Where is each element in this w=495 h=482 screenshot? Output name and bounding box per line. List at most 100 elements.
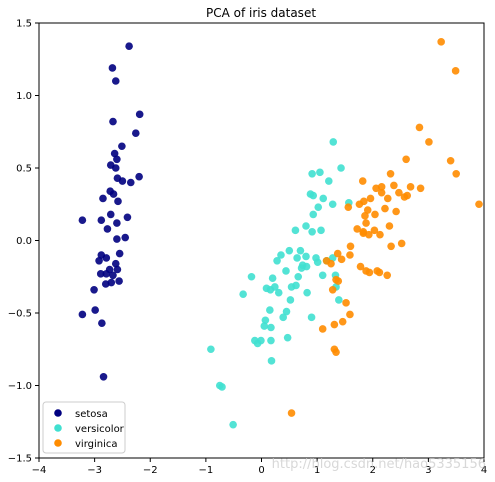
point-setosa (115, 277, 123, 285)
x-tick-label: −1 (199, 465, 214, 476)
point-versicolor (286, 296, 295, 304)
point-versicolor (268, 274, 277, 283)
point-versicolor (274, 288, 283, 297)
chart-title: PCA of iris dataset (206, 6, 316, 20)
point-virginica (377, 183, 386, 191)
point-setosa (113, 219, 121, 227)
point-virginica (356, 262, 365, 271)
point-virginica (446, 156, 455, 165)
point-virginica (365, 230, 373, 239)
point-versicolor (294, 272, 303, 281)
point-versicolor (328, 254, 337, 262)
point-virginica (330, 320, 339, 329)
point-versicolor (319, 194, 328, 203)
point-setosa (96, 270, 105, 278)
point-virginica (400, 193, 409, 201)
legend-label-versicolor: versicolor (75, 424, 125, 435)
point-virginica (386, 170, 395, 178)
point-setosa (114, 197, 122, 206)
point-virginica (390, 181, 398, 190)
point-versicolor (239, 290, 247, 298)
point-versicolor (285, 246, 294, 255)
legend-label-virginica: virginica (75, 439, 118, 450)
point-versicolor (267, 336, 275, 345)
point-virginica (334, 277, 343, 285)
point-setosa (99, 373, 108, 381)
point-setosa (102, 270, 111, 278)
point-setosa (115, 249, 124, 258)
point-virginica (451, 67, 460, 75)
point-versicolor (218, 383, 226, 391)
x-tick-label: 1 (314, 465, 320, 476)
point-virginica (475, 200, 483, 209)
y-tick-label: −1.5 (8, 454, 32, 465)
point-versicolor (309, 191, 318, 200)
point-setosa (135, 110, 144, 119)
point-versicolor (293, 254, 301, 262)
point-virginica (452, 170, 460, 178)
legend: setosa versicolor virginica (42, 401, 126, 454)
watermark: http://blog.csdn.net/hao5335156 (272, 457, 486, 472)
plot-frame (38, 22, 485, 459)
point-virginica (376, 230, 384, 239)
point-setosa (125, 42, 133, 50)
x-tick-label: 2 (370, 465, 376, 476)
point-setosa (113, 265, 122, 274)
y-tick-label: −1.0 (8, 381, 32, 392)
legend-box (42, 401, 126, 454)
x-axis: −4 −3 −2 −1 0 1 2 3 4 (32, 458, 487, 476)
point-virginica (377, 188, 386, 197)
point-virginica (355, 200, 364, 209)
point-virginica (346, 242, 355, 251)
y-tick-label: 0.5 (16, 164, 32, 175)
point-virginica (333, 249, 342, 258)
point-virginica (338, 317, 347, 326)
point-setosa (91, 306, 99, 314)
point-setosa (118, 142, 126, 151)
point-setosa (95, 257, 103, 265)
point-virginica (318, 325, 327, 333)
point-versicolor (282, 307, 291, 316)
point-virginica (375, 268, 384, 277)
point-versicolor (307, 313, 316, 322)
legend-marker-setosa (54, 409, 62, 417)
point-setosa (107, 278, 116, 287)
point-virginica (366, 194, 375, 203)
point-virginica (416, 184, 425, 193)
point-virginica (327, 259, 335, 268)
point-versicolor (309, 210, 318, 219)
point-virginica (402, 155, 410, 164)
point-setosa (121, 233, 130, 242)
point-virginica (363, 206, 372, 214)
point-virginica (425, 138, 433, 146)
point-setosa (113, 235, 121, 243)
point-versicolor (313, 258, 322, 267)
point-versicolor (266, 286, 275, 294)
x-tick-label: 3 (425, 465, 431, 476)
point-virginica (344, 203, 353, 211)
point-versicolor (292, 281, 300, 290)
point-setosa (102, 254, 111, 262)
series-virginica (287, 38, 483, 417)
point-versicolor (328, 200, 337, 209)
point-virginica (328, 286, 337, 294)
point-versicolor (260, 322, 269, 330)
y-tick-label: 0.0 (16, 236, 32, 247)
point-setosa (97, 216, 106, 224)
point-virginica (342, 299, 350, 307)
x-tick-label: −4 (32, 465, 47, 476)
point-virginica (385, 222, 394, 230)
point-versicolor (325, 177, 333, 185)
point-virginica (383, 194, 392, 203)
point-setosa (78, 216, 87, 224)
points-layer (78, 38, 483, 429)
point-versicolor (318, 271, 327, 280)
point-versicolor (267, 357, 276, 365)
point-versicolor (296, 246, 305, 255)
point-virginica (395, 188, 403, 197)
point-setosa (123, 213, 132, 222)
point-virginica (346, 310, 354, 319)
point-setosa (111, 77, 120, 85)
x-tick-label: −2 (143, 465, 158, 476)
